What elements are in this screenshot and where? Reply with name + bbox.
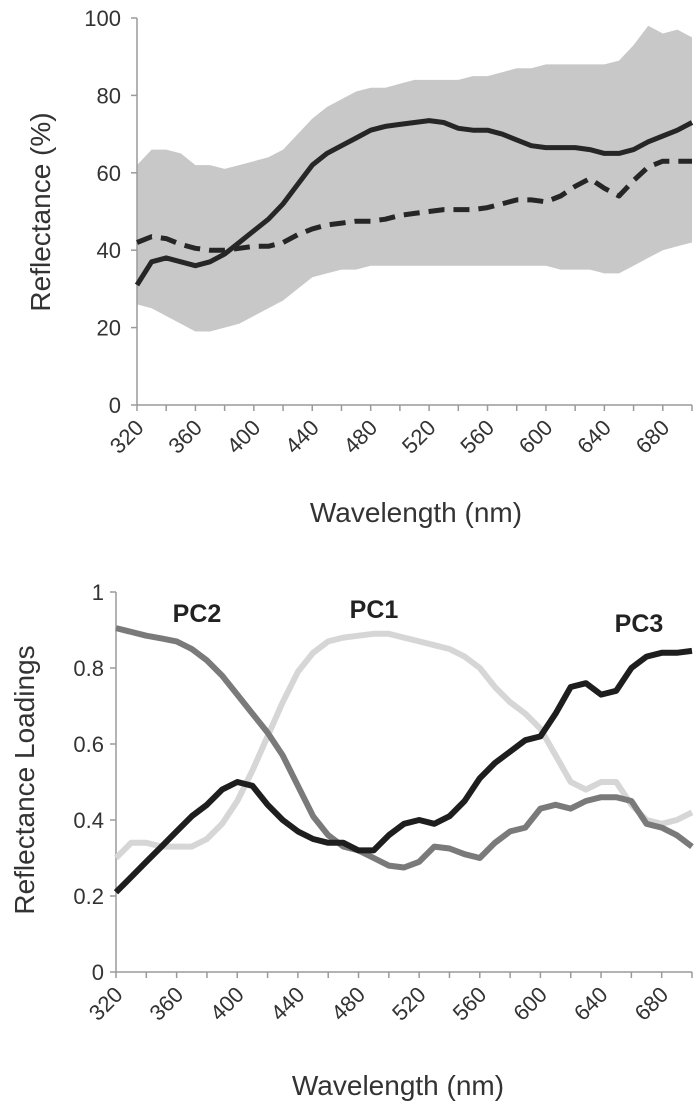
y-tick-label: 0.2 bbox=[73, 884, 104, 909]
x-tick-label: 480 bbox=[326, 982, 370, 1026]
y-tick-label: 60 bbox=[97, 161, 121, 186]
y-tick-label: 0.4 bbox=[73, 808, 104, 833]
y-tick-label: 0.6 bbox=[73, 732, 104, 757]
x-tick-label: 520 bbox=[387, 982, 431, 1026]
y-tick-label: 100 bbox=[84, 6, 121, 31]
reflectance-chart: 0 20 40 60 80 100 320 360 400 440 480 520 560 600 640 6… bbox=[25, 6, 694, 528]
series-line-mean bbox=[134, 118, 694, 287]
y-tick-label: 1 bbox=[92, 580, 104, 605]
x-tick-label: 680 bbox=[630, 982, 674, 1026]
series-layer bbox=[134, 118, 694, 287]
x-tick-label: 440 bbox=[280, 415, 324, 459]
series-line-dashed bbox=[136, 158, 692, 253]
x-tick-label: 400 bbox=[205, 982, 249, 1026]
y-tick-label: 20 bbox=[97, 316, 121, 341]
band-layer bbox=[137, 25, 692, 332]
axes bbox=[131, 17, 693, 411]
x-axis-label: Wavelength (nm) bbox=[292, 1070, 504, 1101]
y-tick-label: 0.8 bbox=[73, 656, 104, 681]
x-tick-label: 560 bbox=[455, 415, 499, 459]
x-tick-label: 360 bbox=[163, 415, 207, 459]
x-tick-label: 360 bbox=[145, 982, 189, 1026]
loadings-chart: 0 0.2 0.4 0.6 0.8 1 320 360 400 440 480 520 560 600 64… bbox=[9, 580, 694, 1101]
axes bbox=[110, 591, 693, 978]
series-layer bbox=[113, 625, 694, 895]
series-line-pc3 bbox=[113, 647, 693, 895]
x-tick-label: 640 bbox=[572, 415, 616, 459]
x-tick-label: 520 bbox=[397, 415, 441, 459]
pc1-label: PC1 bbox=[350, 596, 399, 624]
pc3-label: PC3 bbox=[615, 610, 664, 638]
range-band bbox=[137, 25, 692, 332]
x-tick-label: 560 bbox=[448, 982, 492, 1026]
x-tick-label: 440 bbox=[266, 982, 310, 1026]
series-line-pc1 bbox=[113, 630, 694, 861]
x-tick-label: 480 bbox=[339, 415, 383, 459]
x-tick-label: 600 bbox=[514, 415, 558, 459]
x-tick-label: 320 bbox=[105, 415, 149, 459]
series-line-pc2 bbox=[115, 625, 694, 871]
x-tick-label: 640 bbox=[569, 982, 613, 1026]
y-tick-label: 40 bbox=[97, 238, 121, 263]
y-tick-label: 0 bbox=[109, 393, 121, 418]
x-tick-label: 400 bbox=[222, 415, 266, 459]
y-axis-label: Reflectance (%) bbox=[25, 112, 56, 311]
y-axis-label: Reflectance Loadings bbox=[9, 645, 40, 914]
x-tick-label: 600 bbox=[508, 982, 552, 1026]
pc2-label: PC2 bbox=[173, 600, 222, 628]
x-tick-label: 680 bbox=[631, 415, 675, 459]
x-axis-label: Wavelength (nm) bbox=[310, 497, 522, 528]
y-tick-label: 0 bbox=[92, 960, 104, 985]
x-tick-label: 320 bbox=[84, 982, 128, 1026]
y-tick-label: 80 bbox=[97, 83, 121, 108]
